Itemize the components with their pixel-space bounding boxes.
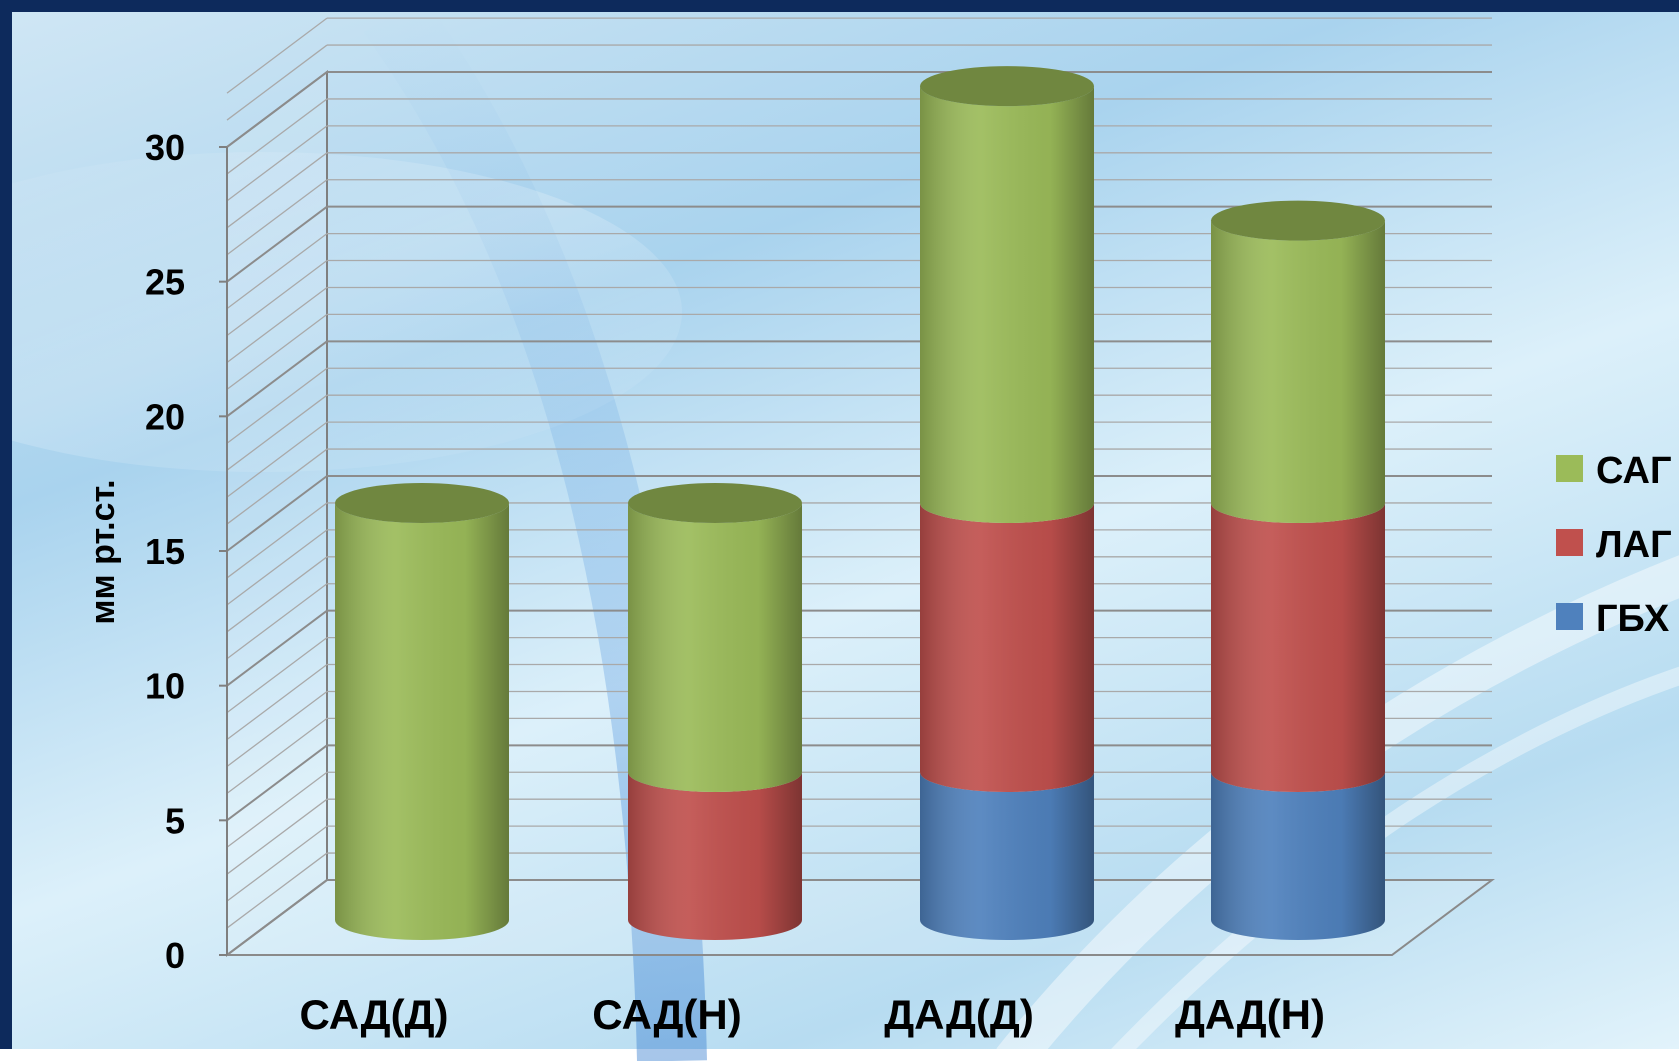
legend-label: ГБХ [1596,598,1670,640]
y-axis-label: мм рт.ст. [84,479,122,624]
gridline-side [226,179,328,256]
y-tick-label: 30 [145,127,185,168]
gridline-side [226,205,328,283]
bar-top-cap [335,483,509,524]
gridline-side [226,664,328,741]
legend: САГ ЛАГ ГБХ [1556,450,1672,640]
gridline-side [226,152,328,229]
y-tick-label: 10 [145,666,185,707]
gridline-side [226,71,328,148]
gridline-side [226,556,328,633]
y-tick-label: 5 [165,800,185,841]
gridline-side [226,852,328,929]
category-labels: САД(Д) САД(Н) ДАД(Д) ДАД(Н) [300,991,1326,1038]
category-label: ДАД(Д) [884,991,1034,1038]
y-tick-label: 0 [165,935,185,976]
gridline-side [226,17,328,94]
gridline-side [226,125,328,202]
gridline-side [226,313,328,390]
y-tick-label: 25 [145,262,185,303]
category-label: САД(Д) [300,991,449,1038]
bar-segment-shade [920,86,1094,524]
legend-swatch [1556,455,1583,482]
bar-segment-shade [1211,772,1385,940]
bar-segment-shade [1211,220,1385,524]
gridline-side [226,502,328,579]
bar-top-cap [1211,200,1385,241]
gridline-side [226,798,328,875]
bar-top-cap [628,483,802,524]
gridline-side [226,717,328,794]
bar-segment-shade [920,772,1094,940]
y-tick-label: 20 [145,396,185,437]
gridline-side [226,98,328,175]
y-tick-label: 15 [145,531,185,572]
gridline-side [226,475,328,552]
gridline-side [226,448,328,525]
legend-swatch [1556,529,1583,556]
legend-swatch [1556,603,1583,630]
gridline-side [226,529,328,606]
y-axis-ticks: 0 5 10 15 20 25 30 [145,127,228,976]
bar-segment-shade [1211,503,1385,793]
bar-segment-shade [628,772,802,940]
gridline-side [226,394,328,471]
gridline-side [226,233,328,310]
gridline-side [226,825,328,902]
category-label: ДАД(Н) [1175,991,1325,1038]
gridline-side [226,771,328,848]
gridline-side [226,340,328,418]
bar-segment-shade [628,503,802,793]
bars [335,66,1385,940]
gridline-side [226,421,328,498]
gridline-side [226,744,328,822]
gridline-side [226,583,328,660]
gridline-side [226,44,328,121]
gridline-side [226,690,328,767]
gridline-side [226,879,328,956]
legend-label: ЛАГ [1596,524,1672,566]
stacked-cylinder-chart: 0 5 10 15 20 25 30 САД(Д) САД(Н) ДАД(Д) ДАД(Н) мм… [12,12,1679,1061]
legend-label: САГ [1596,450,1671,492]
gridline-side [226,367,328,444]
bar-segment-shade [335,503,509,940]
bar-top-cap [920,66,1094,107]
gridline-side [226,609,328,687]
gridline-side [226,260,328,337]
gridline-side [226,286,328,363]
bar-segment-shade [920,503,1094,793]
category-label: САД(Н) [592,991,741,1038]
gridline-side [226,637,328,714]
